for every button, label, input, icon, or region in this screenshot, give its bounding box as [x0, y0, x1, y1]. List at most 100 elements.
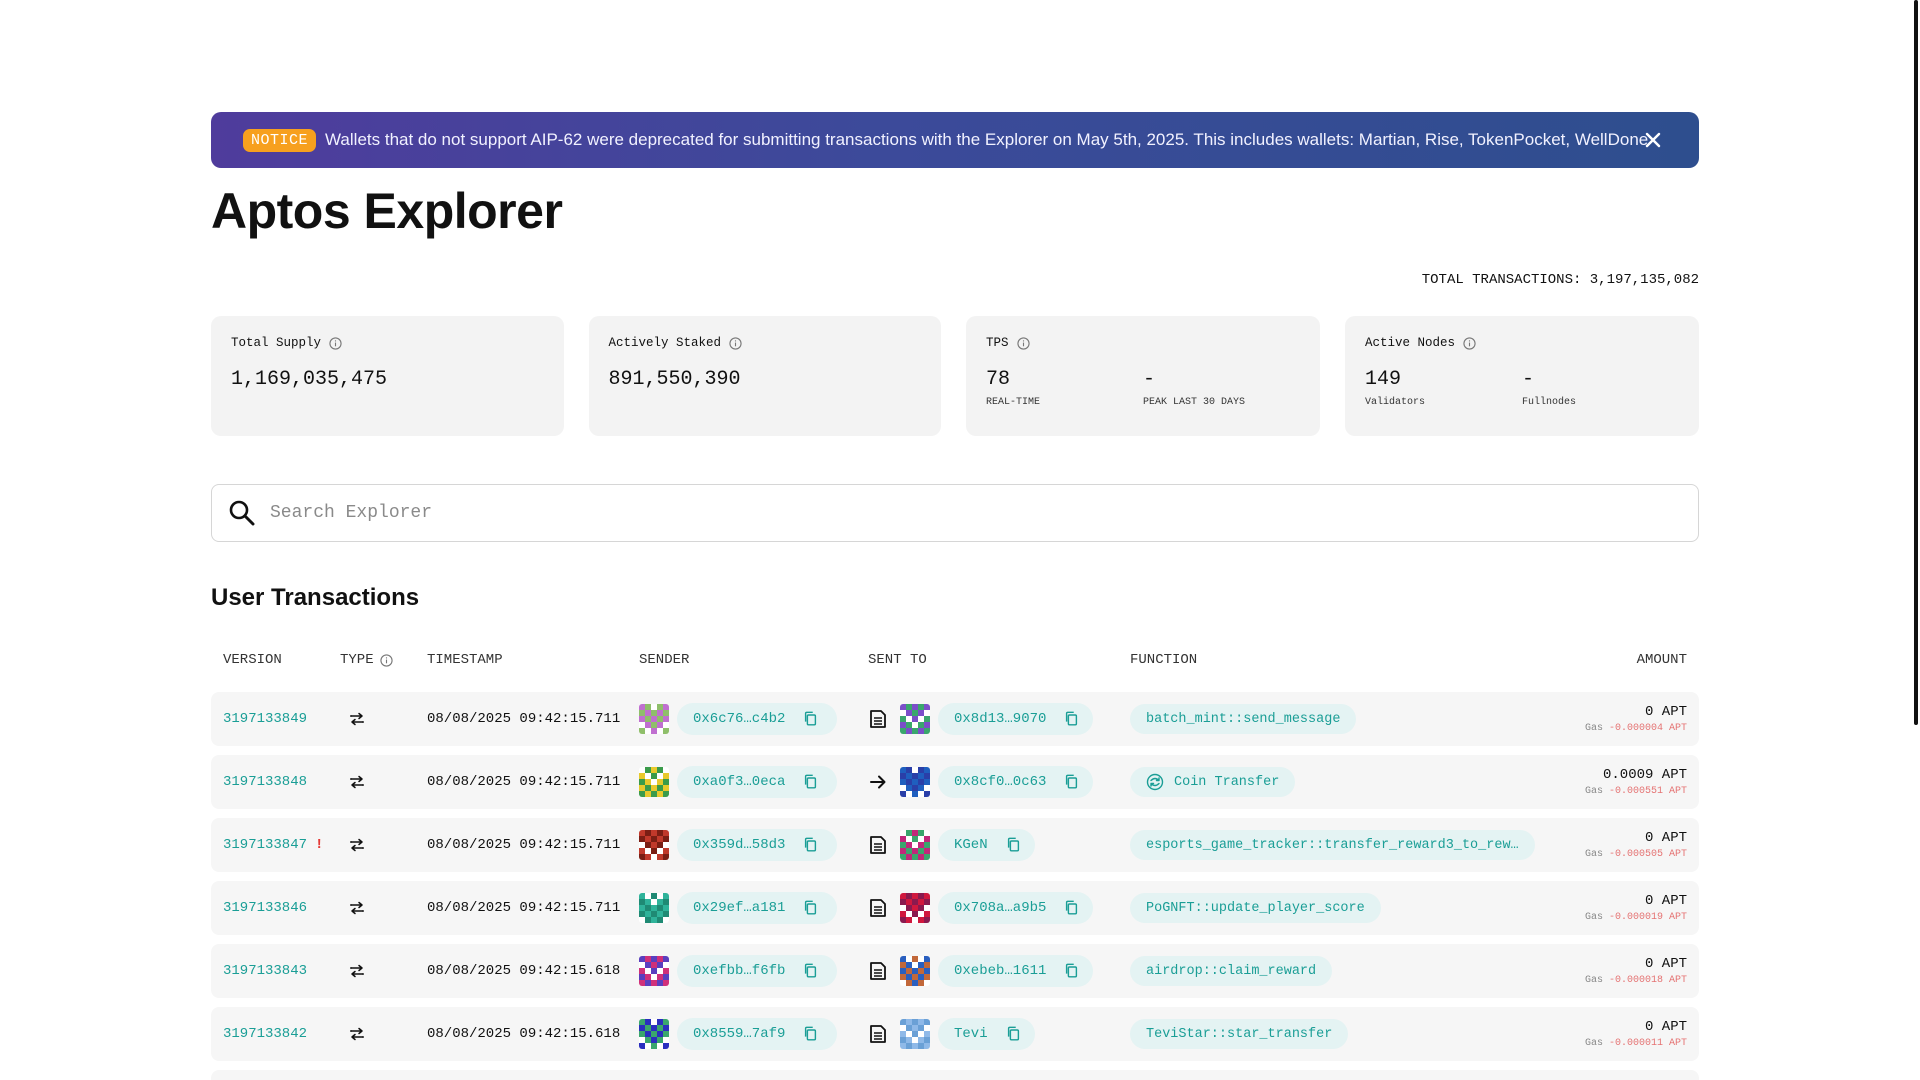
copy-icon[interactable] [803, 711, 818, 727]
version-cell: 3197133848 [223, 755, 307, 809]
function-cell: batch_mint::send_message [1130, 692, 1357, 746]
table-row[interactable] [211, 1070, 1699, 1080]
function-name[interactable]: TeviStar::star_transfer [1146, 1026, 1333, 1042]
table-row[interactable]: 3197133848 08/08/2025 09:42:15.711 0xa0f3…… [211, 755, 1699, 809]
version-link[interactable]: 3197133848 [223, 774, 308, 790]
copy-icon[interactable] [1064, 774, 1079, 790]
function-pill[interactable]: Coin Transfer [1130, 767, 1296, 797]
copy-icon[interactable] [1064, 963, 1079, 979]
sender-address-pill[interactable]: 0x8559…7af9 [677, 1018, 837, 1050]
header-version[interactable]: VERSION [223, 652, 282, 668]
copy-icon[interactable] [1006, 1026, 1021, 1042]
version-link[interactable]: 3197133847 [223, 837, 308, 853]
function-cell: PoGNFT::update_player_score [1130, 881, 1381, 935]
type-cell [349, 818, 365, 872]
search-input[interactable] [270, 503, 1650, 523]
copy-icon[interactable] [803, 837, 818, 853]
fullnodes-label: Fullnodes [1522, 397, 1577, 408]
sender-address-pill[interactable]: 0x29ef…a181 [677, 892, 837, 924]
version-link[interactable]: 3197133846 [223, 900, 308, 916]
gas-fee: Gas -0.000505 APT [1585, 849, 1687, 860]
gas-fee: Gas -0.000019 APT [1585, 912, 1687, 923]
table-row[interactable]: 3197133849 08/08/2025 09:42:15.711 0x6c76…… [211, 692, 1699, 746]
timestamp-cell: 08/08/2025 09:42:15.711 [427, 900, 621, 916]
info-icon[interactable] [379, 653, 393, 667]
document-icon [870, 836, 886, 854]
copy-icon[interactable] [803, 774, 818, 790]
info-icon[interactable] [1463, 336, 1476, 350]
sent-to-avatar [900, 956, 930, 986]
version-link[interactable]: 3197133842 [223, 1026, 308, 1042]
info-icon[interactable] [329, 336, 342, 350]
version-link[interactable]: 3197133843 [223, 963, 308, 979]
copy-icon[interactable] [803, 900, 818, 916]
function-pill[interactable]: esports_game_tracker::transfer_reward3_t… [1130, 830, 1535, 860]
function-pill[interactable]: airdrop::claim_reward [1130, 956, 1333, 986]
sender-address-pill[interactable]: 0xa0f3…0eca [677, 766, 837, 798]
document-icon [870, 962, 886, 980]
function-name[interactable]: PoGNFT::update_player_score [1146, 900, 1365, 916]
table-row[interactable]: 3197133847! 08/08/2025 09:42:15.711 0x359d… [211, 818, 1699, 872]
info-icon[interactable] [1016, 336, 1030, 350]
notice-banner: NOTICE Wallets that do not support AIP-6… [211, 112, 1699, 168]
total-supply-label: Total Supply [231, 336, 322, 350]
function-name[interactable]: batch_mint::send_message [1146, 711, 1341, 727]
sender-address[interactable]: 0x359d…58d3 [693, 837, 786, 853]
sent-to-address[interactable]: 0x8cf0…0c63 [954, 774, 1047, 790]
function-pill[interactable]: TeviStar::star_transfer [1130, 1019, 1349, 1049]
sender-address[interactable]: 0x29ef…a181 [693, 900, 786, 916]
copy-icon[interactable] [803, 1026, 818, 1042]
gas-fee: Gas -0.000551 APT [1585, 786, 1687, 797]
copy-icon[interactable] [1064, 900, 1079, 916]
amount-cell: 0 APT Gas -0.000018 APT [1585, 944, 1687, 998]
copy-icon[interactable] [803, 963, 818, 979]
sender-address[interactable]: 0xa0f3…0eca [693, 774, 786, 790]
copy-icon[interactable] [1006, 837, 1021, 853]
sender-address-pill[interactable]: 0x359d…58d3 [677, 829, 837, 861]
header-timestamp[interactable]: TIMESTAMP [427, 652, 503, 668]
sent-to-address-pill[interactable]: 0x8cf0…0c63 [938, 766, 1094, 798]
scrollbar-thumb[interactable] [1914, 0, 1918, 725]
sent-to-address-pill[interactable]: 0x708a…a9b5 [938, 892, 1094, 924]
document-icon [870, 710, 886, 728]
table-row[interactable]: 3197133842 08/08/2025 09:42:15.618 0x8559…… [211, 1007, 1699, 1061]
sent-to-address[interactable]: 0x8d13…9070 [954, 711, 1047, 727]
sent-to-address[interactable]: 0xebeb…1611 [954, 963, 1047, 979]
sender-cell: 0xa0f3…0eca [639, 755, 837, 809]
sent-to-address-pill[interactable]: 0xebeb…1611 [938, 955, 1094, 987]
version-link[interactable]: 3197133849 [223, 711, 308, 727]
info-icon[interactable] [729, 336, 742, 350]
amount-value: 0.0009 APT [1602, 767, 1687, 783]
sent-to-address-pill[interactable]: 0x8d13…9070 [938, 703, 1094, 735]
sender-address[interactable]: 0x6c76…c4b2 [693, 711, 786, 727]
function-name[interactable]: esports_game_tracker::transfer_reward3_t… [1146, 837, 1519, 853]
function-pill[interactable]: PoGNFT::update_player_score [1130, 893, 1381, 923]
version-cell: 3197133847! [223, 818, 323, 872]
sent-to-address-pill[interactable]: Tevi [938, 1018, 1035, 1050]
sent-to-address-pill[interactable]: KGeN [938, 829, 1035, 861]
function-pill[interactable]: batch_mint::send_message [1130, 704, 1357, 734]
sender-address[interactable]: 0xefbb…f6fb [693, 963, 786, 979]
sender-address[interactable]: 0x8559…7af9 [693, 1026, 786, 1042]
close-icon[interactable] [1643, 130, 1663, 150]
actively-staked-card: Actively Staked 891,550,390 [588, 316, 941, 436]
table-row[interactable]: 3197133846 08/08/2025 09:42:15.711 0x29ef…… [211, 881, 1699, 935]
amount-cell: 0 APT Gas -0.000019 APT [1585, 881, 1687, 935]
header-type-label: TYPE [340, 652, 374, 668]
table-row[interactable]: 3197133843 08/08/2025 09:42:15.618 0xefbb…… [211, 944, 1699, 998]
amount-value: 0 APT [1644, 893, 1687, 909]
copy-icon[interactable] [1064, 711, 1079, 727]
sent-to-address[interactable]: Tevi [954, 1026, 988, 1042]
sender-address-pill[interactable]: 0x6c76…c4b2 [677, 703, 837, 735]
function-name[interactable]: Coin Transfer [1174, 774, 1280, 790]
page-scrollbar[interactable] [1912, 0, 1920, 1080]
sent-to-address[interactable]: 0x708a…a9b5 [954, 900, 1047, 916]
gas-fee: Gas -0.000018 APT [1585, 975, 1687, 986]
sender-address-pill[interactable]: 0xefbb…f6fb [677, 955, 837, 987]
gas-value: -0.000011 APT [1608, 1038, 1687, 1049]
function-name[interactable]: airdrop::claim_reward [1146, 963, 1317, 979]
search-bar[interactable] [211, 484, 1699, 542]
gas-label: Gas [1584, 1038, 1603, 1049]
amount-value: 0 APT [1644, 1019, 1687, 1035]
sent-to-address[interactable]: KGeN [954, 837, 988, 853]
